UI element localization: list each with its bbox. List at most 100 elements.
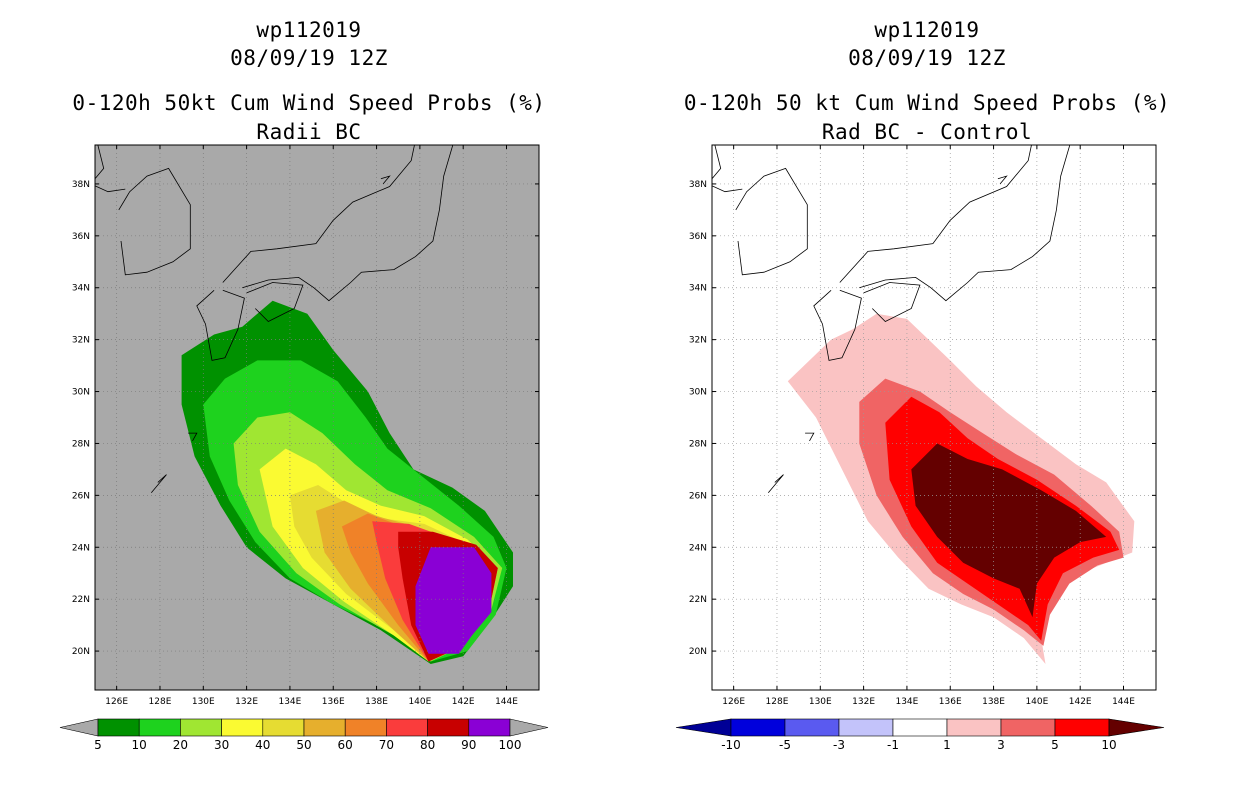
- x-tick-label: 130E: [809, 697, 832, 707]
- colorbar-segment: [262, 718, 305, 737]
- colorbar-segment: [344, 718, 387, 737]
- colorbar-low-end: [59, 718, 99, 737]
- colorbar-label: 60: [338, 738, 353, 752]
- coastline: [997, 175, 1008, 185]
- colorbar-segment: [1000, 718, 1056, 737]
- y-tick-label: 34N: [72, 284, 90, 294]
- contour->10: [911, 443, 1107, 618]
- left-map-chart: 126E 128E 130E 132E 134E 136E 138E 140E 142E 144E…: [59, 144, 549, 752]
- coastline: [693, 534, 700, 539]
- coastline: [95, 145, 126, 193]
- x-tick-label: 142E: [1069, 697, 1092, 707]
- coastline: [76, 534, 83, 539]
- colorbar-label: 20: [173, 738, 188, 752]
- y-tick-label: 34N: [689, 284, 707, 294]
- right-title-storm: wp112019: [874, 18, 980, 42]
- x-tick-label: 130E: [192, 697, 215, 707]
- plot-frame: [94, 144, 540, 691]
- x-tick-label: 128E: [149, 697, 172, 707]
- coastline: [188, 432, 198, 442]
- y-tick-label: 38N: [72, 180, 90, 190]
- x-tick-label: 140E: [408, 697, 431, 707]
- x-tick-label: 126E: [105, 697, 128, 707]
- colorbar-segment: [303, 718, 346, 737]
- coastline: [813, 289, 862, 361]
- right-title-date: 08/09/19 12Z: [848, 46, 1006, 70]
- colorbar-segment: [784, 718, 840, 737]
- colorbar-segment: [1054, 718, 1110, 737]
- y-tick-label: 22N: [689, 595, 707, 605]
- colorbar-label: 80: [420, 738, 435, 752]
- colorbar-label: 5: [94, 738, 102, 752]
- left-title-subtitle: Radii BC: [256, 120, 362, 144]
- coastline: [735, 167, 808, 276]
- colorbar-segment: [468, 718, 511, 737]
- x-tick-label: 126E: [722, 697, 745, 707]
- left-title-storm: wp112019: [256, 18, 362, 42]
- y-tick-label: 36N: [72, 232, 90, 242]
- colorbar-label: 1: [943, 738, 951, 752]
- x-tick-label: 134E: [895, 697, 918, 707]
- x-tick-label: 132E: [852, 697, 875, 707]
- right-title-subtitle: Rad BC - Control: [821, 120, 1033, 144]
- y-tick-label: 32N: [689, 336, 707, 346]
- colorbar-segment: [838, 718, 894, 737]
- y-tick-label: 26N: [72, 491, 90, 501]
- plot-area: [76, 145, 539, 690]
- y-tick-label: 30N: [689, 388, 707, 398]
- colorbar-segment: [730, 718, 786, 737]
- colorbar-label: 70: [379, 738, 394, 752]
- y-tick-label: 28N: [689, 439, 707, 449]
- coastline: [380, 175, 391, 185]
- right-title-product: 0-120h 50 kt Cum Wind Speed Probs (%): [683, 91, 1171, 115]
- colorbar-segment: [427, 718, 470, 737]
- left-chart-panel: wp112019 08/09/19 12Z 0-120h 50kt Cum Wi…: [59, 18, 549, 752]
- colorbar-label: -3: [833, 738, 845, 752]
- x-tick-label: 132E: [235, 697, 258, 707]
- y-tick-label: 38N: [689, 180, 707, 190]
- right-map-chart: 126E 128E 130E 132E 134E 136E 138E 140E 142E 144E…: [675, 144, 1165, 752]
- colorbar-label: 50: [296, 738, 311, 752]
- y-tick-label: 28N: [72, 439, 90, 449]
- x-tick-label: 136E: [322, 697, 345, 707]
- x-tick-label: 134E: [278, 697, 301, 707]
- plot-frame: [711, 144, 1157, 691]
- coastline: [863, 282, 921, 322]
- colorbar-segment: [946, 718, 1002, 737]
- right-chart-panel: wp112019 08/09/19 12Z 0-120h 50 kt Cum W…: [618, 0, 1236, 800]
- coastline: [767, 474, 784, 494]
- colorbar-segment: [138, 718, 181, 737]
- x-tick-label: 144E: [1112, 697, 1135, 707]
- y-tick-label: 30N: [72, 388, 90, 398]
- y-tick-label: 32N: [72, 336, 90, 346]
- colorbar-label: -5: [779, 738, 791, 752]
- colorbar-label: 90: [461, 738, 476, 752]
- colorbar-label: 3: [997, 738, 1005, 752]
- coastline: [805, 432, 815, 442]
- colorbar-label: 40: [255, 738, 270, 752]
- colorbar-label: 30: [214, 738, 229, 752]
- x-tick-label: 138E: [365, 697, 388, 707]
- colorbar-segment: [221, 718, 264, 737]
- y-tick-label: 22N: [72, 595, 90, 605]
- y-tick-label: 24N: [72, 543, 90, 553]
- colorbar-high-end: [1108, 718, 1165, 737]
- x-tick-label: 138E: [982, 697, 1005, 707]
- colorbar-label: 10: [132, 738, 147, 752]
- colorbar-segment: [386, 718, 428, 737]
- colorbar-label: 10: [1101, 738, 1116, 752]
- plot-area: [693, 145, 1156, 690]
- colorbar-high-end: [509, 718, 549, 737]
- y-tick-label: 36N: [689, 232, 707, 242]
- contour-90-100: [415, 547, 492, 654]
- y-tick-label: 24N: [689, 543, 707, 553]
- colorbar-label: -1: [887, 738, 899, 752]
- x-tick-label: 136E: [939, 697, 962, 707]
- coastline: [839, 145, 1071, 302]
- colorbar-segment: [97, 718, 140, 737]
- x-tick-label: 128E: [766, 697, 789, 707]
- y-tick-label: 20N: [689, 647, 707, 657]
- coastline: [246, 282, 304, 322]
- left-title-product: 0-120h 50kt Cum Wind Speed Probs (%): [72, 91, 546, 115]
- colorbar-low-end: [675, 718, 732, 737]
